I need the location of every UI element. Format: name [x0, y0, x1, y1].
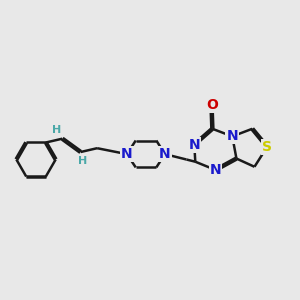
Text: N: N	[188, 138, 200, 152]
Text: N: N	[121, 147, 133, 161]
Text: N: N	[226, 129, 238, 143]
Text: N: N	[210, 163, 221, 177]
Text: H: H	[52, 125, 61, 135]
Text: S: S	[262, 140, 272, 154]
Text: O: O	[206, 98, 218, 112]
Text: H: H	[78, 156, 87, 166]
Text: N: N	[159, 147, 171, 161]
